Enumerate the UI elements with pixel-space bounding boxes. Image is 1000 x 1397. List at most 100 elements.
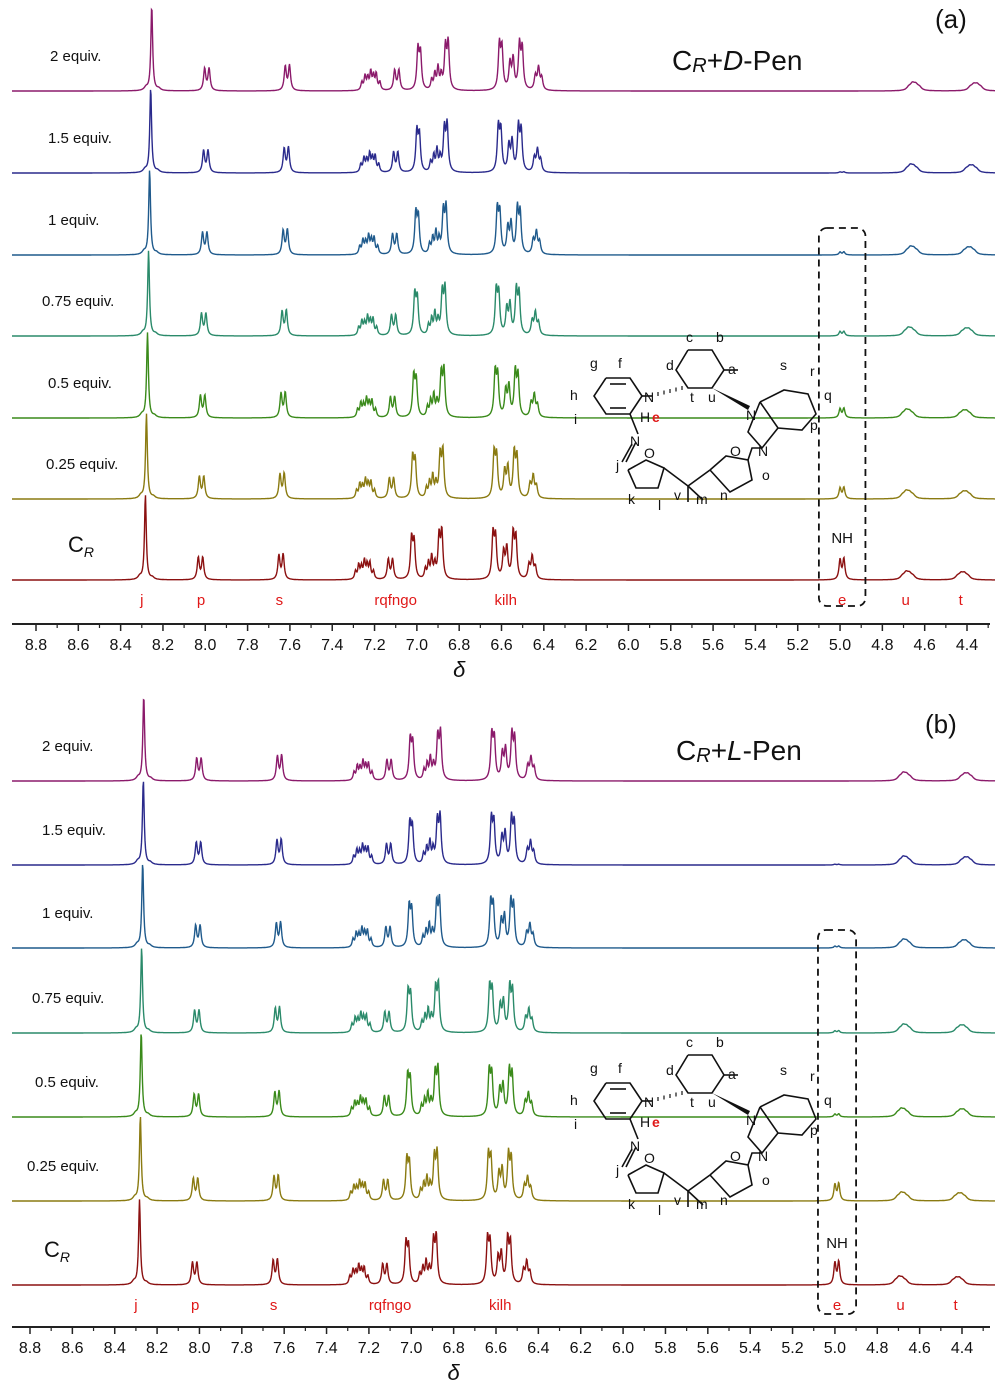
x-tick-label: 5.4 (744, 637, 766, 654)
nh-highlight-box (817, 227, 867, 607)
x-tick-label: 8.4 (110, 637, 132, 654)
x-tick-label: 5.6 (697, 1340, 719, 1357)
structure-atom-label: N (630, 1138, 640, 1154)
bond (747, 1106, 779, 1155)
assignment-label-t: t (959, 592, 964, 609)
x-tick-label: 8.2 (146, 1340, 168, 1357)
bond (687, 485, 704, 501)
bond (747, 1152, 762, 1166)
structure-atom-label: j (615, 457, 619, 473)
wedge-bond (712, 388, 750, 410)
structure-atom-label: m (696, 491, 708, 507)
x-tick-label: 7.4 (315, 1340, 337, 1357)
structure-proton-e: e (652, 1114, 660, 1130)
panel-b: 2 equiv. 1.5 equiv. 1 equiv. 0.75 equiv. 0.5… (12, 698, 996, 1385)
bond (663, 467, 689, 487)
structure-atom-label: a (728, 361, 736, 377)
structure-atom-label: b (716, 1034, 724, 1050)
x-tick-label: 5.0 (829, 637, 851, 654)
structure-atom-label: N (630, 433, 640, 449)
x-tick-label: 8.0 (188, 1340, 210, 1357)
structure-atom-label: O (730, 1148, 741, 1164)
assignment-label-p: p (191, 1297, 199, 1314)
assignment-label-t: t (954, 1297, 959, 1314)
structure-atom-label: u (708, 1094, 716, 1110)
structure-atom-label: u (708, 389, 716, 405)
series-label: 1.5 equiv. (42, 822, 106, 839)
x-tick-label: 6.8 (448, 637, 470, 654)
x-tick-label: 8.6 (67, 637, 89, 654)
series-label: 0.5 equiv. (35, 1074, 99, 1091)
bond (687, 469, 711, 487)
x-tick-label: 7.0 (400, 1340, 422, 1357)
series-label: 2 equiv. (42, 738, 93, 755)
x-axis-label: δ (448, 1360, 461, 1385)
bond (625, 1146, 637, 1168)
x-tick-label: 4.4 (956, 637, 978, 654)
structure-atom-label: j (615, 1162, 619, 1178)
panel-label: (a) (935, 4, 967, 34)
structure-atom-label: d (666, 1062, 674, 1078)
x-tick-label: 7.8 (236, 637, 258, 654)
structure-atom-label: i (574, 411, 577, 427)
structure-atom-label: H (640, 409, 650, 425)
bond (663, 1172, 689, 1192)
structure-atom-label: p (810, 1122, 818, 1138)
series-label: 1.5 equiv. (48, 130, 112, 147)
assignment-label-kilh: kilh (494, 592, 517, 609)
x-tick-label: 8.8 (19, 1340, 41, 1357)
x-tick-label: 6.4 (527, 1340, 549, 1357)
structure-atom-label: c (686, 1034, 693, 1050)
bond (687, 1190, 704, 1206)
x-tick-label: 8.8 (25, 637, 47, 654)
x-tick-label: 8.6 (61, 1340, 83, 1357)
series-label-cr: CR (44, 1237, 70, 1265)
spectrum-trace-0-75-equiv- (12, 948, 995, 1034)
series-label: 1 equiv. (48, 212, 99, 229)
bond (709, 1160, 753, 1199)
x-tick-label: 5.8 (654, 1340, 676, 1357)
series-label: 0.75 equiv. (42, 293, 114, 310)
structure-atom-label: q (824, 387, 832, 403)
structure-atom-label: l (658, 1202, 661, 1218)
x-tick-label: 5.2 (787, 637, 809, 654)
structure-atom-label: q (824, 1092, 832, 1108)
structure-atom-label: N (758, 1148, 768, 1164)
spectrum-trace-0-25-equiv- (12, 1116, 995, 1202)
structure-proton-e: e (652, 409, 660, 425)
x-axis-label: δ (453, 657, 466, 682)
structure-atom-label: N (746, 407, 756, 423)
spectrum-trace-0-5-equiv- (12, 1034, 995, 1118)
assignment-label-p: p (197, 592, 205, 609)
structure-atom-label: o (762, 1172, 770, 1188)
nh-annotation: NH (831, 530, 853, 547)
bond (747, 447, 762, 461)
x-tick-label: 6.6 (490, 637, 512, 654)
structure-atom-label: l (658, 497, 661, 513)
spectrum-trace-c-r (12, 495, 995, 581)
structure-atom-label: g (590, 1060, 598, 1076)
structure-atom-label: k (628, 1196, 636, 1212)
nh-highlight-box (817, 929, 857, 1315)
bond (629, 1118, 639, 1140)
structure-atom-label: r (810, 1068, 815, 1084)
x-tick-label: 4.8 (866, 1340, 888, 1357)
bond (675, 349, 725, 389)
x-tick-label: 7.2 (358, 1340, 380, 1357)
series-label: 0.5 equiv. (48, 375, 112, 392)
x-tick-label: 4.4 (951, 1340, 973, 1357)
structure-atom-label: O (730, 443, 741, 459)
structure-atom-label: i (574, 1116, 577, 1132)
structure-atom-label: n (720, 487, 728, 503)
assignment-label-s: s (270, 1297, 278, 1314)
spectrum-trace-0-5-equiv- (12, 332, 995, 419)
spectrum-trace-2-equiv- (12, 7, 995, 92)
structure-atom-label: m (696, 1196, 708, 1212)
spectrum-trace-1-equiv- (12, 170, 995, 256)
structure-atom-label: f (618, 355, 622, 371)
structure-atom-label: g (590, 355, 598, 371)
nh-annotation: NH (826, 1235, 848, 1252)
assignment-label-rqfngo: rqfngo (369, 1297, 412, 1314)
